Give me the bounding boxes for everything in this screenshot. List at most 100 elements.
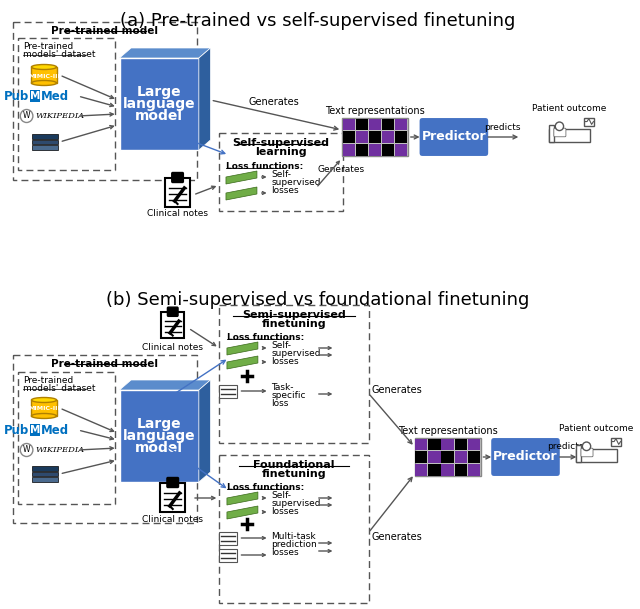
Text: Med: Med bbox=[41, 90, 69, 102]
Bar bbox=[415, 451, 428, 463]
Bar bbox=[382, 144, 394, 155]
Text: Clinical notes: Clinical notes bbox=[142, 515, 204, 524]
Bar bbox=[31, 424, 40, 436]
Text: M: M bbox=[30, 91, 40, 101]
Circle shape bbox=[582, 442, 591, 451]
Text: losses: losses bbox=[271, 186, 299, 195]
Bar bbox=[611, 438, 621, 446]
Polygon shape bbox=[227, 492, 258, 505]
Bar bbox=[468, 451, 480, 463]
Bar bbox=[161, 312, 184, 338]
Text: MIMIC-III: MIMIC-III bbox=[28, 74, 60, 79]
Polygon shape bbox=[226, 171, 257, 184]
Text: predicts: predicts bbox=[547, 442, 584, 451]
Bar bbox=[33, 466, 58, 471]
Bar bbox=[442, 451, 454, 463]
Bar bbox=[468, 464, 480, 476]
FancyBboxPatch shape bbox=[172, 172, 184, 183]
Text: Clinical notes: Clinical notes bbox=[147, 209, 208, 218]
Bar bbox=[33, 134, 58, 138]
Ellipse shape bbox=[31, 414, 56, 418]
Bar bbox=[415, 464, 428, 476]
Text: Loss functions:: Loss functions: bbox=[226, 162, 303, 171]
Bar bbox=[160, 482, 186, 512]
Bar bbox=[342, 118, 408, 156]
Text: models' dataset: models' dataset bbox=[22, 50, 95, 59]
Bar bbox=[33, 139, 58, 144]
Bar bbox=[31, 67, 56, 83]
Bar bbox=[356, 119, 368, 130]
Bar bbox=[577, 445, 581, 462]
Text: M: M bbox=[30, 425, 40, 435]
Text: Generates: Generates bbox=[249, 97, 300, 107]
Ellipse shape bbox=[31, 398, 56, 403]
Bar bbox=[356, 131, 368, 143]
Text: Self-: Self- bbox=[271, 341, 291, 350]
Bar bbox=[468, 438, 480, 450]
Bar bbox=[584, 118, 595, 126]
Text: Patient outcome: Patient outcome bbox=[532, 104, 607, 113]
Text: Text representations: Text representations bbox=[325, 106, 425, 116]
Text: Self-: Self- bbox=[271, 170, 291, 179]
Circle shape bbox=[20, 110, 33, 122]
Bar bbox=[165, 177, 190, 206]
Polygon shape bbox=[199, 380, 211, 482]
Bar bbox=[219, 455, 369, 603]
Text: Loss functions:: Loss functions: bbox=[227, 333, 304, 342]
Bar bbox=[549, 129, 590, 143]
Bar bbox=[342, 119, 355, 130]
Text: supervised: supervised bbox=[271, 178, 321, 187]
Text: Generates: Generates bbox=[371, 532, 422, 542]
Bar bbox=[219, 549, 237, 562]
Text: language: language bbox=[123, 429, 195, 443]
Bar bbox=[549, 125, 554, 143]
Text: Pub: Pub bbox=[4, 90, 29, 102]
Bar bbox=[454, 451, 467, 463]
Text: Text representations: Text representations bbox=[397, 426, 497, 436]
Text: losses: losses bbox=[271, 548, 299, 557]
FancyBboxPatch shape bbox=[419, 117, 489, 157]
Bar bbox=[428, 451, 440, 463]
Text: Pre-trained model: Pre-trained model bbox=[51, 359, 159, 369]
Bar bbox=[577, 449, 617, 462]
Polygon shape bbox=[227, 356, 258, 369]
Text: Large: Large bbox=[137, 417, 182, 431]
Ellipse shape bbox=[31, 65, 56, 69]
Text: Task-: Task- bbox=[271, 383, 294, 392]
Polygon shape bbox=[227, 342, 258, 355]
Bar bbox=[31, 400, 56, 416]
Text: prediction: prediction bbox=[271, 540, 317, 549]
Text: Generates: Generates bbox=[371, 385, 422, 395]
Text: MIMIC-III: MIMIC-III bbox=[28, 406, 60, 412]
Text: supervised: supervised bbox=[271, 349, 321, 358]
Text: WIKIPEDIA: WIKIPEDIA bbox=[35, 446, 84, 454]
Text: finetuning: finetuning bbox=[261, 469, 326, 479]
Text: W: W bbox=[23, 111, 30, 121]
Text: Pre-trained model: Pre-trained model bbox=[51, 26, 159, 36]
Polygon shape bbox=[199, 48, 211, 150]
Bar bbox=[382, 119, 394, 130]
Text: language: language bbox=[123, 97, 195, 111]
FancyBboxPatch shape bbox=[581, 448, 593, 457]
Text: Self-: Self- bbox=[271, 491, 291, 500]
Bar bbox=[382, 131, 394, 143]
Bar bbox=[415, 438, 481, 476]
Text: Predictor: Predictor bbox=[422, 130, 486, 144]
Bar bbox=[18, 372, 115, 504]
Bar bbox=[219, 385, 237, 398]
Text: Med: Med bbox=[41, 423, 69, 437]
Text: Pre-trained: Pre-trained bbox=[22, 376, 73, 385]
Text: Clinical notes: Clinical notes bbox=[142, 343, 204, 352]
Bar bbox=[428, 464, 440, 476]
Bar bbox=[369, 119, 381, 130]
FancyBboxPatch shape bbox=[168, 307, 178, 316]
Bar bbox=[18, 38, 115, 170]
Text: supervised: supervised bbox=[271, 499, 321, 508]
Bar bbox=[342, 131, 355, 143]
Polygon shape bbox=[120, 48, 211, 58]
Ellipse shape bbox=[31, 80, 56, 85]
Text: model: model bbox=[135, 109, 183, 123]
Bar bbox=[33, 477, 58, 482]
Polygon shape bbox=[226, 187, 257, 200]
Text: learning: learning bbox=[255, 147, 307, 157]
